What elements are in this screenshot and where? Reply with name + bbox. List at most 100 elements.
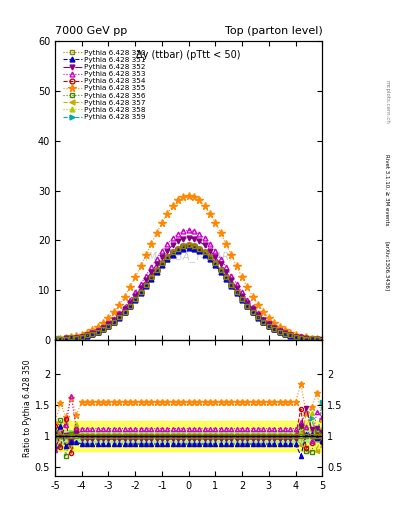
Pythia 6.428 353 <box>112 315 116 322</box>
Line: Pythia 6.428 352: Pythia 6.428 352 <box>53 236 325 343</box>
Line: Pythia 6.428 354: Pythia 6.428 354 <box>53 243 325 343</box>
Pythia 6.428 359 <box>234 289 239 295</box>
Pythia 6.428 359 <box>186 242 191 248</box>
Pythia 6.428 358 <box>256 314 261 320</box>
Text: Rivet 3.1.10, ≥ 3M events: Rivet 3.1.10, ≥ 3M events <box>385 154 389 225</box>
Pythia 6.428 350 <box>234 289 239 295</box>
Pythia 6.428 354 <box>53 336 57 343</box>
Pythia 6.428 351 <box>234 290 239 296</box>
Pythia 6.428 359 <box>314 337 319 343</box>
Pythia 6.428 355 <box>250 293 255 300</box>
Pythia 6.428 352 <box>112 317 116 323</box>
Line: Pythia 6.428 350: Pythia 6.428 350 <box>53 243 325 343</box>
Pythia 6.428 354 <box>117 314 121 320</box>
Pythia 6.428 351 <box>186 245 191 251</box>
Pythia 6.428 350 <box>250 309 255 315</box>
Pythia 6.428 354 <box>138 289 143 295</box>
Pythia 6.428 355 <box>314 336 319 343</box>
Pythia 6.428 355 <box>186 193 191 199</box>
Pythia 6.428 352 <box>234 285 239 291</box>
Pythia 6.428 356 <box>320 337 325 343</box>
Pythia 6.428 355 <box>234 263 239 269</box>
Pythia 6.428 358 <box>143 282 148 288</box>
Pythia 6.428 359 <box>53 336 57 343</box>
Pythia 6.428 358 <box>240 296 244 302</box>
Pythia 6.428 352 <box>53 337 57 343</box>
Pythia 6.428 354 <box>314 336 319 343</box>
Pythia 6.428 353 <box>320 337 325 343</box>
Line: Pythia 6.428 357: Pythia 6.428 357 <box>53 243 325 343</box>
Pythia 6.428 353 <box>53 336 57 343</box>
Pythia 6.428 354 <box>240 296 244 302</box>
Pythia 6.428 358 <box>117 314 121 320</box>
Pythia 6.428 358 <box>314 337 319 343</box>
Pythia 6.428 352 <box>314 336 319 343</box>
Pythia 6.428 354 <box>186 242 191 248</box>
Text: [arXiv:1306.3436]: [arXiv:1306.3436] <box>385 241 389 291</box>
Pythia 6.428 358 <box>186 242 191 248</box>
Pythia 6.428 356 <box>234 289 239 295</box>
Pythia 6.428 357 <box>186 242 191 248</box>
Pythia 6.428 355 <box>133 274 138 281</box>
Y-axis label: Ratio to Pythia 6.428 350: Ratio to Pythia 6.428 350 <box>23 359 32 457</box>
Pythia 6.428 350 <box>138 289 143 295</box>
Pythia 6.428 353 <box>138 281 143 287</box>
Pythia 6.428 357 <box>314 336 319 342</box>
Pythia 6.428 358 <box>320 337 325 343</box>
Legend: Pythia 6.428 350, Pythia 6.428 351, Pythia 6.428 352, Pythia 6.428 353, Pythia 6: Pythia 6.428 350, Pythia 6.428 351, Pyth… <box>61 48 148 122</box>
Pythia 6.428 352 <box>138 285 143 291</box>
Pythia 6.428 353 <box>314 335 319 342</box>
Pythia 6.428 350 <box>186 242 191 248</box>
Pythia 6.428 359 <box>133 296 138 302</box>
Text: 7000 GeV pp: 7000 GeV pp <box>55 26 127 36</box>
Text: Top (parton level): Top (parton level) <box>224 26 322 36</box>
Pythia 6.428 358 <box>138 289 143 295</box>
Pythia 6.428 358 <box>63 337 68 343</box>
Pythia 6.428 359 <box>138 289 143 295</box>
Text: mcplots.cern.ch: mcplots.cern.ch <box>385 80 389 124</box>
Line: Pythia 6.428 356: Pythia 6.428 356 <box>53 243 325 343</box>
Pythia 6.428 351 <box>133 297 138 303</box>
Pythia 6.428 352 <box>250 306 255 312</box>
Pythia 6.428 357 <box>138 289 143 295</box>
Pythia 6.428 353 <box>250 304 255 310</box>
Pythia 6.428 350 <box>133 296 138 302</box>
Pythia 6.428 357 <box>320 335 325 342</box>
Pythia 6.428 358 <box>53 336 57 343</box>
Pythia 6.428 359 <box>250 309 255 315</box>
Pythia 6.428 356 <box>138 289 143 295</box>
Pythia 6.428 356 <box>133 296 138 302</box>
Pythia 6.428 351 <box>53 336 57 343</box>
Pythia 6.428 356 <box>314 336 319 343</box>
Pythia 6.428 355 <box>138 263 143 269</box>
Pythia 6.428 354 <box>58 337 63 343</box>
Pythia 6.428 351 <box>309 336 314 343</box>
Pythia 6.428 357 <box>112 318 116 325</box>
Pythia 6.428 356 <box>186 242 191 248</box>
Text: (MC_FBA_TTBAR): (MC_FBA_TTBAR) <box>144 251 233 262</box>
Line: Pythia 6.428 355: Pythia 6.428 355 <box>51 191 326 344</box>
Pythia 6.428 357 <box>250 309 255 315</box>
Pythia 6.428 357 <box>234 289 239 295</box>
Pythia 6.428 357 <box>133 296 138 302</box>
Line: Pythia 6.428 351: Pythia 6.428 351 <box>53 245 325 343</box>
Line: Pythia 6.428 359: Pythia 6.428 359 <box>53 243 325 342</box>
Text: Δy (ttbar) (pTtt < 50): Δy (ttbar) (pTtt < 50) <box>136 50 241 60</box>
Pythia 6.428 356 <box>112 318 116 325</box>
Pythia 6.428 354 <box>256 314 261 320</box>
Pythia 6.428 354 <box>320 337 325 343</box>
Pythia 6.428 352 <box>320 337 325 343</box>
Pythia 6.428 355 <box>320 336 325 342</box>
Line: Pythia 6.428 353: Pythia 6.428 353 <box>53 228 325 343</box>
Pythia 6.428 350 <box>112 318 116 325</box>
Pythia 6.428 353 <box>186 227 191 233</box>
Pythia 6.428 350 <box>314 336 319 342</box>
Pythia 6.428 355 <box>112 309 116 315</box>
Pythia 6.428 352 <box>133 293 138 299</box>
Pythia 6.428 357 <box>53 337 57 343</box>
Pythia 6.428 351 <box>250 309 255 315</box>
Pythia 6.428 351 <box>138 290 143 296</box>
Pythia 6.428 353 <box>234 281 239 287</box>
Pythia 6.428 351 <box>112 319 116 325</box>
Pythia 6.428 353 <box>133 289 138 295</box>
